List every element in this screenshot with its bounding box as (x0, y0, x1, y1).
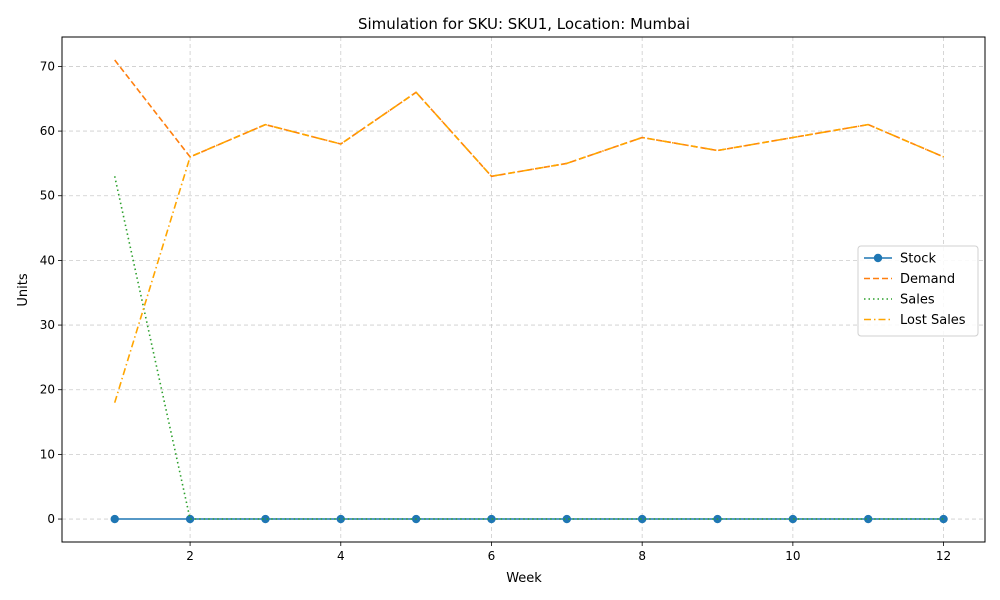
x-tick-label: 6 (488, 549, 496, 563)
legend-label-stock: Stock (900, 252, 936, 267)
plot-frame (61, 36, 986, 543)
x-tick-label: 4 (337, 549, 345, 563)
x-tick-label: 2 (186, 549, 194, 563)
data-point-stock (261, 514, 270, 524)
chart-title: Simulation for SKU: SKU1, Location: Mumb… (358, 15, 690, 33)
legend-marker-stock (873, 253, 883, 263)
y-tick-label: 60 (40, 124, 55, 138)
data-point-stock (788, 514, 798, 524)
y-axis-label: Units (16, 273, 31, 306)
plot-lines (110, 59, 948, 524)
data-point-stock (336, 514, 345, 524)
data-point-stock (487, 514, 496, 524)
legend-label-lost-sales: Lost Sales (900, 313, 966, 328)
data-point-stock (562, 514, 572, 524)
data-point-stock (110, 514, 119, 524)
data-point-stock (185, 514, 195, 524)
y-tick-label: 0 (47, 512, 55, 526)
data-point-stock (939, 514, 948, 524)
y-tick-label: 20 (40, 383, 55, 397)
legend-label-demand: Demand (900, 272, 955, 287)
legend: Stock Demand Sales Lost Sales (857, 245, 979, 337)
y-tick-label: 30 (40, 318, 55, 332)
data-point-stock (864, 514, 873, 524)
series-line-sales (113, 176, 944, 520)
y-tick-label: 40 (40, 253, 55, 267)
legend-label-sales: Sales (900, 293, 935, 308)
y-tick-label: 50 (40, 189, 55, 203)
x-axis-label: Week (506, 571, 542, 586)
data-point-stock (637, 514, 647, 524)
x-tick-label: 12 (936, 549, 951, 563)
series-line-lost-sales (113, 91, 944, 403)
x-tick-label: 8 (638, 549, 646, 563)
legend-box (857, 245, 979, 337)
axis-ticks: 2 4 6 8 10 12 0 10 20 30 40 50 60 70 (40, 59, 951, 563)
y-tick-label: 10 (40, 447, 55, 461)
x-tick-label: 10 (785, 549, 800, 563)
y-tick-label: 70 (40, 59, 55, 73)
